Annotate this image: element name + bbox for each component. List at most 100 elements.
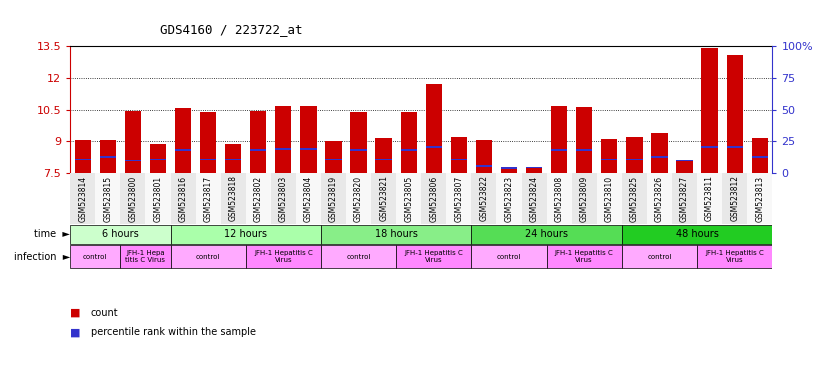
Text: control: control [648,254,672,260]
Bar [526,168,542,173]
Text: GSM523809: GSM523809 [580,175,589,222]
Bar [601,159,618,160]
Text: GDS4160 / 223722_at: GDS4160 / 223722_at [160,23,302,36]
Bar [275,106,292,173]
Bar [70,173,95,224]
Bar [350,149,367,151]
Text: GSM523803: GSM523803 [279,175,287,222]
Bar [472,245,547,268]
Bar [321,225,472,244]
Text: infection  ►: infection ► [14,252,70,262]
Bar [196,173,221,224]
Bar [401,149,417,151]
Text: GSM523801: GSM523801 [154,175,163,222]
Bar [551,149,567,151]
Bar [547,245,622,268]
Bar [476,140,492,173]
Bar [200,112,216,173]
Bar [697,245,772,268]
Text: GSM523810: GSM523810 [605,175,614,222]
Bar [727,55,743,173]
Text: 12 hours: 12 hours [224,229,268,239]
Bar [321,245,396,268]
Bar [572,173,597,224]
Text: GSM523815: GSM523815 [103,175,112,222]
Bar [100,156,116,158]
Bar [95,173,121,224]
Text: GSM523805: GSM523805 [404,175,413,222]
Bar [325,159,342,160]
Text: control: control [83,254,107,260]
Text: GSM523827: GSM523827 [680,175,689,222]
Bar [727,146,743,147]
Bar [396,245,472,268]
Bar [376,159,392,160]
Bar [401,112,417,173]
Text: GSM523820: GSM523820 [354,175,363,222]
Bar [722,173,748,224]
Bar [74,159,91,160]
Text: 6 hours: 6 hours [102,229,139,239]
Text: GSM523812: GSM523812 [730,175,739,222]
Bar [501,167,517,169]
Bar [175,149,191,151]
Bar [526,167,542,168]
Text: GSM523800: GSM523800 [128,175,137,222]
Bar [547,173,572,224]
Text: 24 hours: 24 hours [525,229,568,239]
Bar [748,173,772,224]
Bar [396,173,421,224]
Bar [476,165,492,167]
Bar [697,173,722,224]
Bar [701,48,718,173]
Bar [350,112,367,173]
Bar [576,108,592,173]
Bar [175,108,191,173]
Bar [451,159,467,160]
Bar [626,159,643,160]
Bar [121,245,170,268]
Text: control: control [496,254,521,260]
Bar [296,173,321,224]
Text: count: count [91,308,118,318]
Bar [70,225,170,244]
Text: GSM523806: GSM523806 [430,175,439,222]
Text: ■: ■ [70,327,81,337]
Bar [752,138,768,173]
Bar [626,137,643,173]
Bar [472,225,622,244]
Bar [170,225,321,244]
Text: 18 hours: 18 hours [375,229,418,239]
Bar [672,173,697,224]
Text: 48 hours: 48 hours [676,229,719,239]
Bar [472,173,496,224]
Bar [325,141,342,173]
Bar [225,159,241,160]
Text: JFH-1 Hepa
titis C Virus: JFH-1 Hepa titis C Virus [126,250,165,263]
Bar [446,173,472,224]
Bar [170,173,196,224]
Bar [601,139,618,173]
Bar [652,156,667,158]
Text: GSM523825: GSM523825 [630,175,638,222]
Bar [597,173,622,224]
Text: time  ►: time ► [35,229,70,239]
Text: GSM523822: GSM523822 [479,175,488,222]
Text: JFH-1 Hepatitis C
Virus: JFH-1 Hepatitis C Virus [555,250,614,263]
Text: JFH-1 Hepatitis C
Virus: JFH-1 Hepatitis C Virus [405,250,463,263]
Text: GSM523802: GSM523802 [254,175,263,222]
Bar [145,173,170,224]
Text: GSM523811: GSM523811 [705,175,714,222]
Bar [225,144,241,173]
Bar [622,225,772,244]
Text: GSM523823: GSM523823 [505,175,514,222]
Bar [200,159,216,160]
Bar [121,173,145,224]
Bar [622,245,697,268]
Text: GSM523804: GSM523804 [304,175,313,222]
Bar [74,140,91,173]
Text: GSM523813: GSM523813 [755,175,764,222]
Bar [421,173,446,224]
Text: GSM523814: GSM523814 [78,175,88,222]
Bar [170,245,246,268]
